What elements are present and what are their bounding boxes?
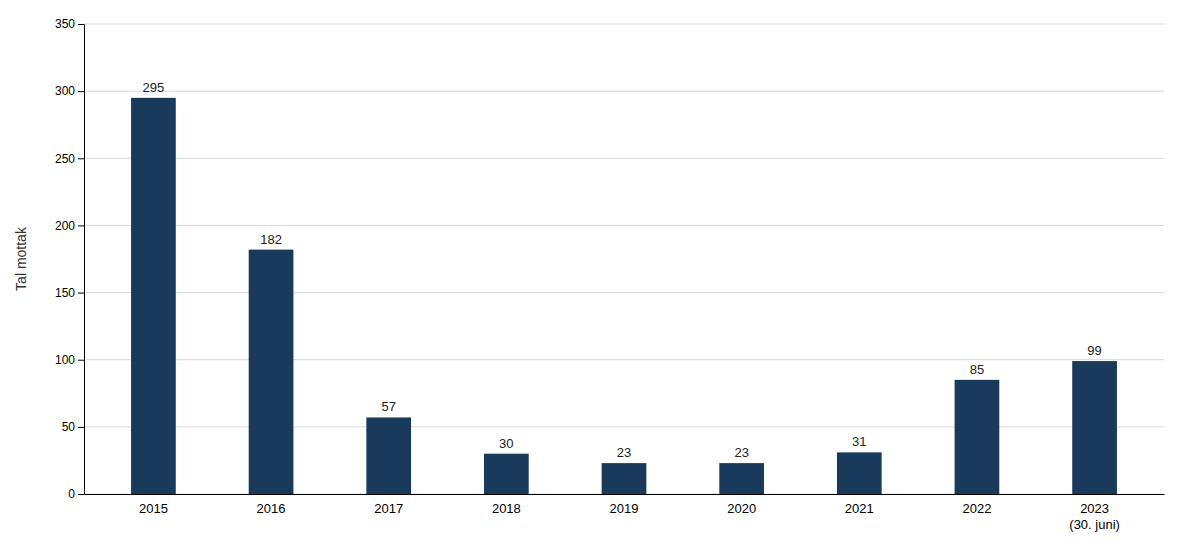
x-tick-label: 2021	[845, 501, 874, 516]
y-tick-mark	[78, 494, 84, 495]
x-tick-label: 2017	[374, 501, 403, 516]
x-axis-line	[85, 494, 1165, 495]
bar	[249, 250, 294, 494]
y-tick-label: 200	[55, 219, 75, 233]
x-tick-label-line: 2022	[962, 501, 991, 516]
grid-line	[84, 359, 1164, 360]
y-tick-label: 300	[55, 84, 75, 98]
x-tick: 2016	[257, 494, 286, 516]
y-tick-mark	[78, 225, 84, 226]
data-label: 99	[1087, 343, 1101, 358]
x-tick-label-line: (30. juni)	[1069, 517, 1120, 532]
grid-line	[84, 24, 1164, 25]
y-tick-label: 0	[68, 487, 75, 501]
y-tick-label: 350	[55, 17, 75, 31]
data-label: 23	[734, 445, 748, 460]
y-axis: 0 50 100 150 200 250 300 350	[55, 17, 85, 501]
x-tick-label-line: 2015	[139, 501, 168, 516]
x-tick: 2023(30. juni)	[1069, 494, 1120, 532]
y-tick-label: 50	[62, 420, 76, 434]
bar	[719, 463, 764, 494]
y-tick: 200	[55, 219, 84, 233]
data-label: 23	[617, 445, 631, 460]
x-tick: 2018	[492, 494, 521, 516]
y-tick-label: 100	[55, 353, 75, 367]
x-tick-label: 2022	[962, 501, 991, 516]
bar	[1072, 361, 1117, 494]
y-tick: 300	[55, 84, 84, 98]
y-tick-mark	[78, 24, 84, 25]
y-tick-mark	[78, 427, 84, 428]
y-tick-mark	[78, 91, 84, 92]
y-tick: 50	[62, 420, 84, 434]
y-tick: 100	[55, 353, 84, 367]
grid-line	[84, 91, 1164, 92]
grid-line	[84, 158, 1164, 159]
data-label: 30	[499, 436, 513, 451]
grid-line	[84, 292, 1164, 293]
x-tick-label-line: 2019	[610, 501, 639, 516]
x-tick: 2019	[610, 494, 639, 516]
data-label: 57	[381, 399, 395, 414]
bar	[602, 463, 647, 494]
x-tick-label: 2020	[727, 501, 756, 516]
y-tick-mark	[78, 158, 84, 159]
data-label: 85	[970, 362, 984, 377]
x-tick-label-line: 2023	[1080, 501, 1109, 516]
grid-line	[84, 225, 1164, 226]
x-tick-label: 2018	[492, 501, 521, 516]
y-axis-title: Tal mottak	[13, 226, 29, 291]
bar	[131, 98, 176, 494]
chart-container: 0501001502002503003502015201620172018201…	[0, 0, 1200, 558]
bar	[955, 380, 1000, 494]
data-label: 295	[143, 80, 165, 95]
y-axis-line	[78, 25, 85, 495]
y-tick: 350	[55, 17, 84, 31]
x-tick-label-line: 2017	[374, 501, 403, 516]
x-tick-label: 2015	[139, 501, 168, 516]
y-tick: 150	[55, 286, 84, 300]
y-tick-mark	[78, 293, 84, 294]
x-tick: 2020	[727, 494, 756, 516]
x-tick-label: 2016	[257, 501, 286, 516]
x-tick: 2015	[139, 494, 168, 516]
bar	[837, 452, 882, 494]
x-tick-label-line: 2016	[257, 501, 286, 516]
y-tick-label: 250	[55, 152, 75, 166]
chart-svg: 0501001502002503003502015201620172018201…	[0, 0, 1200, 558]
bar	[366, 417, 411, 494]
grid-line	[84, 426, 1164, 427]
x-axis: 2015 2016 2017 2018 2019 2020 2021 2022 2023(30.…	[85, 494, 1165, 532]
x-tick: 2021	[845, 494, 874, 516]
y-tick-mark	[78, 360, 84, 361]
data-label: 182	[260, 232, 282, 247]
x-tick-label-line: 2018	[492, 501, 521, 516]
y-tick: 0	[68, 487, 84, 501]
x-tick-label-line: 2021	[845, 501, 874, 516]
x-tick: 2017	[374, 494, 403, 516]
bar	[484, 454, 529, 494]
x-tick-label-line: 2020	[727, 501, 756, 516]
x-tick-label: 2023(30. juni)	[1069, 501, 1120, 532]
bars	[131, 98, 1117, 494]
x-tick-label: 2019	[610, 501, 639, 516]
data-label: 31	[852, 434, 866, 449]
grid	[84, 24, 1164, 494]
y-tick: 250	[55, 152, 84, 166]
plot-area: 0501001502002503003502015201620172018201…	[55, 17, 1165, 531]
data-labels: 295 182 57 30 23 23 31 85 99	[143, 80, 1102, 460]
y-tick-label: 150	[55, 286, 75, 300]
x-tick: 2022	[962, 494, 991, 516]
